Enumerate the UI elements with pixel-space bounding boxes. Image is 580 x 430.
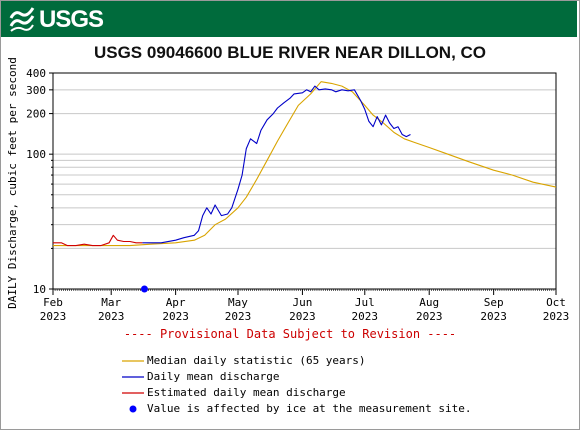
x-tick-label: Sep bbox=[484, 296, 504, 309]
x-tick-label: Mar bbox=[101, 296, 121, 309]
series-line bbox=[142, 85, 411, 244]
legend-label: Median daily statistic (65 years) bbox=[147, 354, 366, 367]
series-line bbox=[53, 234, 143, 247]
y-tick-label: 200 bbox=[26, 108, 46, 121]
ice-point bbox=[140, 285, 148, 293]
legend-swatch-ice bbox=[129, 405, 137, 413]
chart-title: USGS 09046600 BLUE RIVER NEAR DILLON, CO bbox=[93, 43, 487, 62]
usgs-banner: USGS bbox=[1, 1, 577, 37]
y-tick-label: 300 bbox=[26, 84, 46, 97]
legend-swatch-estimated bbox=[122, 392, 144, 394]
y-axis-label: DAILY Discharge, cubic feet per second bbox=[6, 57, 19, 309]
x-tick-label: Feb bbox=[43, 296, 63, 309]
x-tick-label-year: 2023 bbox=[416, 310, 443, 323]
x-tick-label-year: 2023 bbox=[480, 310, 507, 323]
legend-label: Daily mean discharge bbox=[147, 370, 280, 383]
x-tick-label-year: 2023 bbox=[98, 310, 125, 323]
y-tick-label: 100 bbox=[26, 148, 46, 161]
series-line bbox=[53, 81, 557, 247]
legend-label: Estimated daily mean discharge bbox=[147, 386, 346, 399]
x-tick-label-year: 2023 bbox=[225, 310, 252, 323]
x-tick-label-year: 2023 bbox=[40, 310, 67, 323]
x-tick-label: May bbox=[228, 296, 248, 309]
x-tick-label: Jun bbox=[292, 296, 312, 309]
legend-swatch-median bbox=[122, 360, 144, 362]
x-tick-label: Aug bbox=[419, 296, 439, 309]
x-tick-label-year: 2023 bbox=[543, 310, 570, 323]
usgs-logo-text: USGS bbox=[39, 6, 104, 33]
provisional-note: ---- Provisional Data Subject to Revisio… bbox=[123, 327, 457, 341]
usgs-wave-icon bbox=[9, 7, 35, 32]
legend-swatch-daily-mean bbox=[122, 376, 144, 378]
x-tick-label-year: 2023 bbox=[162, 310, 189, 323]
x-tick-label-year: 2023 bbox=[352, 310, 379, 323]
x-tick-label-year: 2023 bbox=[289, 310, 316, 323]
y-tick-label: 400 bbox=[26, 67, 46, 80]
x-tick-label: Jul bbox=[355, 296, 375, 309]
usgs-logo[interactable]: USGS bbox=[9, 4, 104, 34]
legend-label: Value is affected by ice at the measurem… bbox=[147, 402, 472, 415]
x-tick-label: Oct bbox=[546, 296, 566, 309]
plot-area bbox=[53, 73, 556, 289]
y-tick-label: 10 bbox=[33, 283, 46, 296]
x-tick-label: Apr bbox=[166, 296, 186, 309]
